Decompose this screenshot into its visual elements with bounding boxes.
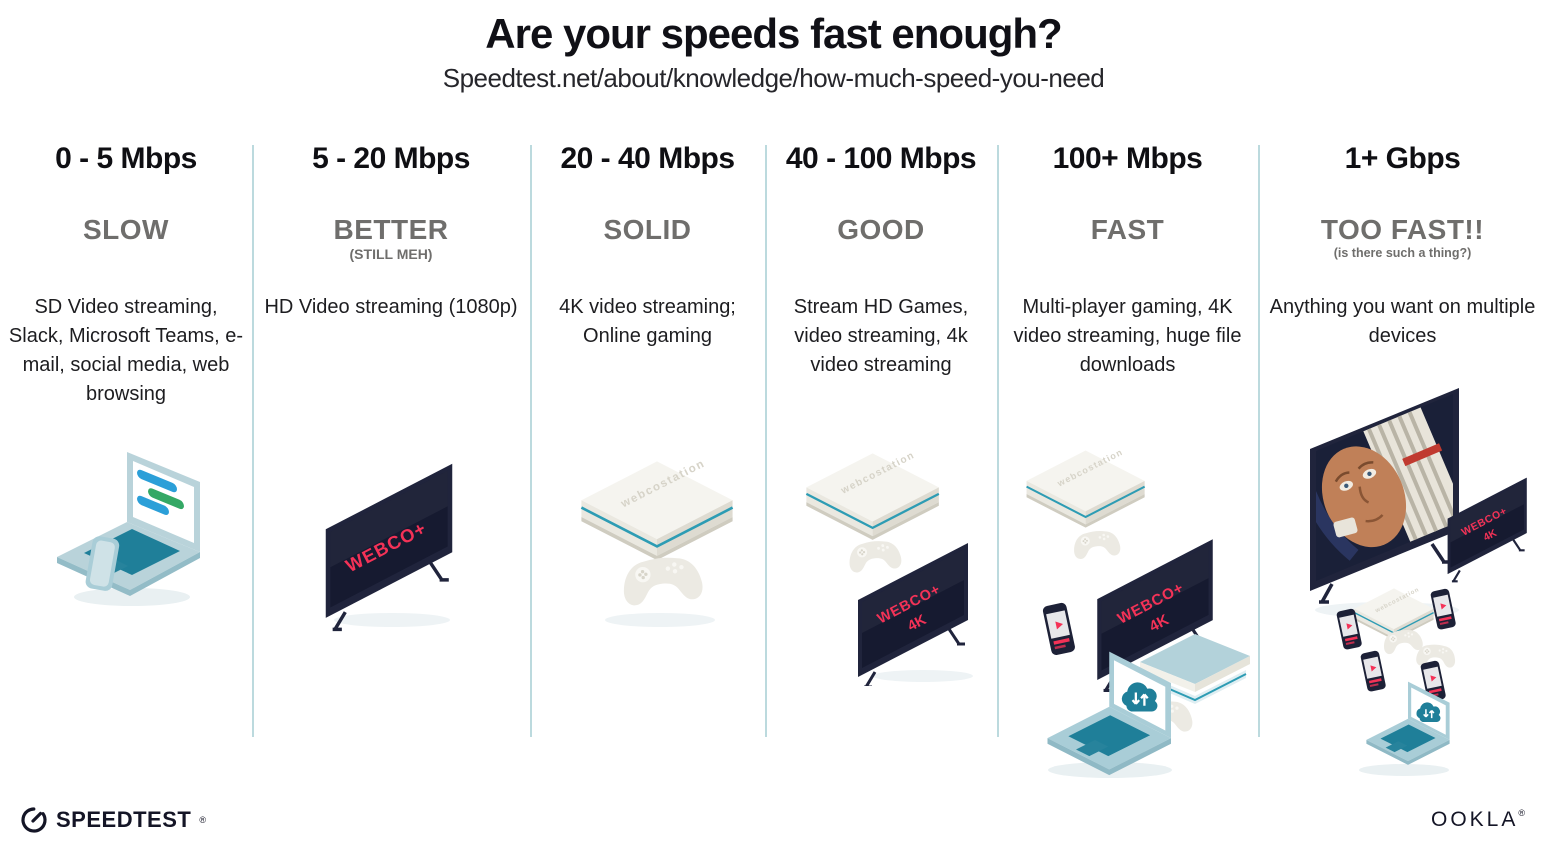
speed-rating: SLOW <box>83 214 169 245</box>
phone-video-illustration <box>1430 588 1457 631</box>
console-illustration <box>805 448 940 541</box>
column-divider <box>530 145 532 737</box>
column-divider <box>997 145 999 737</box>
speed-rating: TOO FAST!! <box>1320 214 1485 245</box>
shadow <box>74 588 190 606</box>
speedtest-trademark: ® <box>199 815 206 825</box>
laptop-and-phone-illustration <box>57 452 200 606</box>
tier-description: HD Video streaming (1080p) <box>264 296 518 318</box>
speed-range: 20 - 40 Mbps <box>560 142 735 175</box>
speed-rating-note: (is there such a thing?) <box>1333 246 1472 260</box>
column-divider <box>765 145 767 737</box>
tv-body <box>1446 476 1528 583</box>
speed-rating: BETTER <box>333 214 449 245</box>
speed-rating: FAST <box>1090 214 1165 245</box>
console-illustration <box>580 456 734 562</box>
tier-description: 4K video streaming; Online gaming <box>559 296 736 347</box>
speed-range: 40 - 100 Mbps <box>785 142 977 175</box>
tv-4k-label: 4K <box>905 612 929 635</box>
speedtest-logo: SPEEDTEST ® <box>20 806 206 834</box>
shadow <box>873 670 973 682</box>
speed-range: 0 - 5 Mbps <box>55 142 197 175</box>
ookla-wordmark: OOKLA <box>1430 808 1519 831</box>
tier-description: SD Video streaming, Slack, Microsoft Tea… <box>8 296 244 405</box>
controller-illustration <box>620 553 704 607</box>
controller-illustration <box>1072 528 1122 560</box>
chat-bubble-blue <box>137 469 177 493</box>
speed-tier-column-40-100: 40 - 100 Mbps GOOD Stream HD Games, vide… <box>765 140 997 740</box>
shadow <box>1359 764 1449 776</box>
speed-rating: GOOD <box>837 214 925 245</box>
phone-body <box>1042 602 1076 656</box>
speed-tier-column-0-5: 0 - 5 Mbps SLOW SD Video streaming, Slac… <box>0 140 252 740</box>
speed-range: 5 - 20 Mbps <box>312 142 470 175</box>
everything-illustration: WEBCO+ 4K <box>1310 388 1528 776</box>
page-title: Are your speeds fast enough? <box>485 10 1062 57</box>
speed-tier-column-20-40: 20 - 40 Mbps SOLID 4K video streaming; O… <box>530 140 765 740</box>
chat-bubble-blue <box>137 495 169 515</box>
speed-tier-column-1gbps: 1+ Gbps TOO FAST!! (is there such a thin… <box>1258 140 1547 740</box>
speed-rating-note: (STILL MEH) <box>349 246 433 262</box>
chat-bubble-green <box>148 488 184 510</box>
tv-4k-small-illustration: WEBCO+ 4K <box>1446 476 1528 583</box>
controller-body <box>620 553 704 607</box>
shadow <box>605 613 715 627</box>
laptop-illustration <box>57 452 200 596</box>
controller-body <box>847 538 903 574</box>
console-body <box>1025 445 1146 529</box>
console-body <box>580 456 734 562</box>
speedtest-gauge-icon <box>21 807 47 833</box>
controller-body <box>1072 528 1122 560</box>
console-illustration <box>1025 445 1146 529</box>
column-divider <box>252 145 254 737</box>
multi-device-illustration: WEBCO+ 4K <box>1025 445 1250 778</box>
console-and-4k-tv-illustration: WEBCO+ 4K <box>805 448 973 686</box>
speed-range: 100+ Mbps <box>1052 142 1203 175</box>
controller-illustration <box>847 538 903 574</box>
game-console-illustration <box>580 456 734 627</box>
tv-4k-illustration: WEBCO+ 4K <box>856 541 970 686</box>
column-divider <box>1258 145 1260 737</box>
phone-video-illustration <box>1360 650 1387 693</box>
hd-tv-illustration: WEBCO+ <box>324 462 454 632</box>
phone-body <box>1360 650 1387 693</box>
shadow <box>334 613 450 627</box>
phone-body <box>1430 588 1457 631</box>
speed-rating: SOLID <box>603 214 692 245</box>
tv-illustration: WEBCO+ <box>324 462 454 632</box>
speed-tier-column-5-20: 5 - 20 Mbps BETTER (STILL MEH) HD Video … <box>252 140 530 740</box>
ookla-logo: OOKLA® <box>1431 808 1525 832</box>
chat-bubbles <box>137 469 184 515</box>
phone-illustration <box>85 536 120 591</box>
page-subtitle-url: Speedtest.net/about/knowledge/how-much-s… <box>442 63 1105 93</box>
ookla-trademark: ® <box>1518 808 1525 818</box>
phone-video-illustration <box>1042 602 1076 656</box>
console-body <box>805 448 940 541</box>
tier-description: Anything you want on multiple devices <box>1269 296 1536 347</box>
speed-tier-column-100plus: 100+ Mbps FAST Multi-player gaming, 4K v… <box>997 140 1258 740</box>
tier-description: Multi-player gaming, 4K video streaming,… <box>1013 296 1242 376</box>
tv-4k-illustration: WEBCO+ 4K <box>1095 537 1215 693</box>
speed-range: 1+ Gbps <box>1344 142 1461 175</box>
tier-description: Stream HD Games, video streaming, 4k vid… <box>793 296 969 376</box>
speedtest-wordmark: SPEEDTEST <box>56 807 192 832</box>
